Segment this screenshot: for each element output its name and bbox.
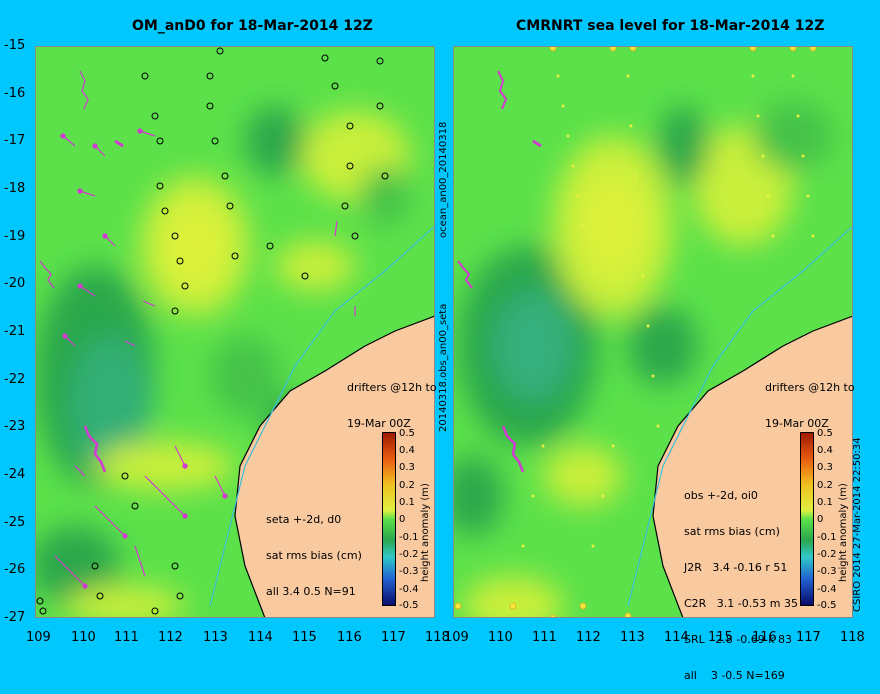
left-colorbar-label: height anomaly (m) bbox=[420, 483, 431, 582]
colorbar-tick: -0.3 bbox=[399, 566, 419, 577]
y-tick: -21 bbox=[4, 324, 26, 339]
y-tick: -16 bbox=[4, 86, 26, 101]
x-tick: 110 bbox=[71, 630, 96, 645]
right-drifters-note: drifters @12h to 19-Mar 00Z bbox=[765, 358, 855, 442]
colorbar-tick: -0.5 bbox=[399, 600, 419, 611]
colorbar-tick: 0 bbox=[399, 514, 406, 525]
x-tick: 114 bbox=[248, 630, 273, 645]
left-map-title: OM_anD0 for 18-Mar-2014 12Z bbox=[132, 18, 373, 34]
x-tick: 118 bbox=[425, 630, 450, 645]
x-tick: 115 bbox=[708, 630, 733, 645]
x-tick: 110 bbox=[488, 630, 513, 645]
colorbar-tick: -0.5 bbox=[817, 600, 837, 611]
colorbar-tick: 0.1 bbox=[817, 497, 833, 508]
x-tick: 113 bbox=[203, 630, 228, 645]
x-tick: 111 bbox=[532, 630, 557, 645]
right-colorbar bbox=[800, 432, 814, 606]
colorbar-tick: 0.2 bbox=[817, 480, 833, 491]
y-tick: -23 bbox=[4, 419, 26, 434]
colorbar-tick: -0.2 bbox=[399, 549, 419, 560]
stats-line: seta +-2d, d0 bbox=[266, 513, 342, 526]
stats-line: sat rms bias (cm) bbox=[266, 549, 362, 562]
y-tick: -17 bbox=[4, 133, 26, 148]
colorbar-tick: -0.1 bbox=[399, 532, 419, 543]
colorbar-tick: 0.5 bbox=[817, 428, 833, 439]
y-tick: -18 bbox=[4, 181, 26, 196]
y-tick: -19 bbox=[4, 229, 26, 244]
colorbar-tick: 0.3 bbox=[817, 462, 833, 473]
x-tick: 109 bbox=[444, 630, 469, 645]
stats-line: J2R 3.4 -0.16 r 51 bbox=[684, 561, 788, 574]
x-tick: 112 bbox=[158, 630, 183, 645]
y-tick: -15 bbox=[4, 38, 26, 53]
x-tick: 115 bbox=[292, 630, 317, 645]
x-tick: 118 bbox=[840, 630, 865, 645]
x-tick: 114 bbox=[664, 630, 689, 645]
stats-line: sat rms bias (cm) bbox=[684, 525, 780, 538]
x-tick: 112 bbox=[576, 630, 601, 645]
right-side-label: CSIRO 2014 27-Mar-2014 22:50:34 bbox=[852, 437, 863, 612]
left-side-label-top: ocean_an00_20140318 bbox=[438, 121, 449, 238]
stats-line: SRL 2.8 -0.69 k 83 bbox=[684, 633, 793, 646]
right-colorbar-label: height anomaly (m) bbox=[838, 483, 849, 582]
colorbar-tick: 0.4 bbox=[399, 445, 415, 456]
note-line: drifters @12h to bbox=[765, 381, 855, 394]
x-tick: 117 bbox=[796, 630, 821, 645]
y-tick: -27 bbox=[4, 610, 26, 625]
stats-line: all 3 -0.5 N=169 bbox=[684, 669, 785, 682]
left-side-label-bottom: 20140318.obs_an00_seta bbox=[438, 303, 449, 432]
x-tick: 116 bbox=[752, 630, 777, 645]
y-tick: -22 bbox=[4, 372, 26, 387]
colorbar-tick: 0 bbox=[817, 514, 824, 525]
y-tick: -24 bbox=[4, 467, 26, 482]
colorbar-tick: 0.4 bbox=[817, 445, 833, 456]
right-sea-level-map bbox=[453, 46, 853, 618]
note-line: drifters @12h to bbox=[347, 381, 437, 394]
left-drifters-note: drifters @12h to 19-Mar 00Z bbox=[347, 358, 437, 442]
left-sea-level-map bbox=[35, 46, 435, 618]
colorbar-tick: 0.3 bbox=[399, 462, 415, 473]
colorbar-tick: 0.2 bbox=[399, 480, 415, 491]
y-tick: -26 bbox=[4, 562, 26, 577]
x-tick: 117 bbox=[381, 630, 406, 645]
left-stats-box: seta +-2d, d0 sat rms bias (cm) all 3.4 … bbox=[266, 490, 362, 610]
x-tick: 109 bbox=[26, 630, 51, 645]
right-map-panel bbox=[453, 46, 853, 618]
left-colorbar bbox=[382, 432, 396, 606]
left-map-panel bbox=[35, 46, 435, 618]
stats-line: obs +-2d, oi0 bbox=[684, 489, 758, 502]
note-line: 19-Mar 00Z bbox=[347, 417, 411, 430]
colorbar-tick: -0.3 bbox=[817, 566, 837, 577]
y-tick: -25 bbox=[4, 515, 26, 530]
colorbar-tick: -0.2 bbox=[817, 549, 837, 560]
colorbar-tick: 0.1 bbox=[399, 497, 415, 508]
y-tick: -20 bbox=[4, 276, 26, 291]
right-map-title: CMRNRT sea level for 18-Mar-2014 12Z bbox=[516, 18, 825, 34]
stats-line: all 3.4 0.5 N=91 bbox=[266, 585, 356, 598]
stats-line: C2R 3.1 -0.53 m 35 bbox=[684, 597, 798, 610]
x-tick: 113 bbox=[620, 630, 645, 645]
colorbar-tick: -0.4 bbox=[817, 584, 837, 595]
note-line: 19-Mar 00Z bbox=[765, 417, 829, 430]
x-tick: 111 bbox=[114, 630, 139, 645]
colorbar-tick: -0.4 bbox=[399, 584, 419, 595]
colorbar-tick: 0.5 bbox=[399, 428, 415, 439]
x-tick: 116 bbox=[337, 630, 362, 645]
colorbar-tick: -0.1 bbox=[817, 532, 837, 543]
